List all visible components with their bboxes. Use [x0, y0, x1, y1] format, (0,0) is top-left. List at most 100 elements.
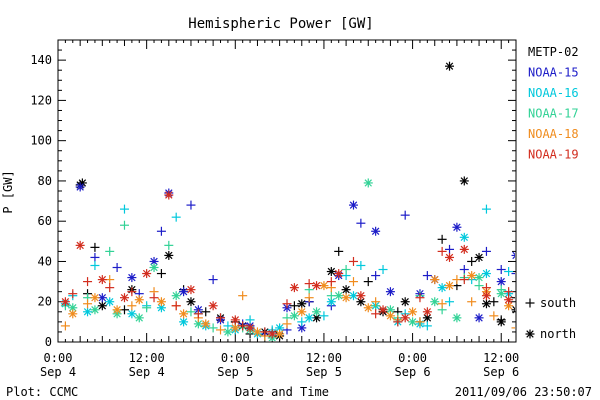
data-point-north — [134, 313, 144, 323]
data-point-north — [179, 309, 189, 319]
data-point-north — [75, 240, 85, 250]
data-point-north — [112, 305, 122, 315]
x-tick-date-label: Sep 6 — [395, 365, 431, 379]
data-point-north — [119, 293, 129, 303]
data-point-north — [385, 287, 395, 297]
data-point-north — [312, 281, 322, 291]
x-tick-time-label: 12:00 — [129, 351, 165, 365]
data-point-south — [526, 293, 535, 302]
y-tick-label: 80 — [38, 174, 52, 188]
data-point-north — [75, 182, 85, 192]
data-point-south — [356, 218, 366, 228]
data-point-north — [496, 289, 506, 299]
data-point-south — [348, 277, 358, 287]
data-point-south — [282, 299, 292, 309]
data-point-south — [511, 327, 515, 329]
data-point-north — [83, 307, 93, 317]
data-point-south — [119, 220, 129, 230]
data-point-south — [511, 297, 515, 299]
data-point-south — [216, 325, 226, 335]
data-point-north — [474, 252, 484, 262]
legend: METP-02 NOAA-15 NOAA-16 NOAA-17 NOAA-18 NOAA-… — [525, 45, 579, 341]
data-point-south — [504, 287, 514, 297]
y-axis-label: P [GW] — [1, 170, 15, 213]
data-point-north — [459, 244, 469, 254]
data-point-south — [519, 307, 528, 316]
data-point-south — [127, 287, 137, 297]
data-point-south — [238, 321, 248, 331]
data-point-south — [193, 309, 203, 319]
data-point-south — [489, 297, 499, 307]
x-tick-time-label: 0:00 — [221, 351, 250, 365]
x-tick-date-label: Sep 5 — [306, 365, 342, 379]
x-tick-date-label: Sep 4 — [129, 365, 165, 379]
data-point-south — [156, 269, 166, 279]
data-point-north — [474, 273, 484, 283]
data-point-south — [83, 299, 93, 309]
data-point-north — [459, 176, 469, 186]
data-point-north — [430, 297, 440, 307]
data-point-north — [105, 297, 115, 307]
data-point-south — [378, 265, 388, 275]
data-point-north — [156, 297, 166, 307]
data-point-south — [68, 289, 78, 299]
y-tick-label: 40 — [38, 254, 52, 268]
data-point-south — [201, 307, 211, 317]
data-point-south — [496, 265, 506, 275]
y-tick-label: 120 — [30, 93, 52, 107]
data-point-south — [445, 244, 455, 254]
data-point-north — [289, 311, 299, 321]
data-point-south — [208, 275, 218, 285]
data-point-south — [156, 226, 166, 236]
legend-entry: NOAA-16 — [528, 86, 579, 100]
data-point-north — [341, 293, 351, 303]
data-point-north — [445, 281, 455, 291]
data-point-north — [526, 297, 535, 306]
data-point-north — [341, 285, 351, 295]
data-point-north — [363, 303, 373, 313]
marker-legend-label: south — [540, 296, 576, 310]
data-points — [60, 61, 557, 341]
data-point-north — [548, 313, 557, 322]
x-tick-time-label: 0:00 — [398, 351, 427, 365]
data-point-north — [208, 301, 218, 311]
data-point-south — [83, 277, 93, 287]
chart-title: Hemispheric Power [GW] — [188, 16, 373, 32]
legend-entry: NOAA-15 — [528, 66, 579, 80]
data-point-south — [437, 234, 447, 244]
data-point-north — [526, 269, 535, 278]
data-point-north — [481, 269, 491, 279]
data-point-south — [415, 317, 425, 327]
x-tick-time-label: 0:00 — [44, 351, 73, 365]
data-point-north — [452, 313, 462, 323]
x-tick-date-label: Sep 6 — [483, 365, 519, 379]
data-point-south — [334, 246, 344, 256]
data-point-north — [445, 252, 455, 262]
data-point-north — [408, 307, 418, 317]
data-point-south — [445, 297, 455, 307]
x-tick-date-label: Sep 5 — [217, 365, 253, 379]
data-point-south — [541, 317, 550, 326]
data-point-north — [356, 297, 366, 307]
y-tick-label: 20 — [38, 295, 52, 309]
data-point-north — [90, 305, 100, 315]
y-tick-label: 140 — [30, 53, 52, 67]
data-point-south — [519, 297, 528, 306]
data-point-south — [363, 277, 373, 287]
data-point-north — [504, 295, 514, 305]
data-point-south — [105, 283, 115, 293]
data-point-south — [119, 204, 129, 214]
data-point-north — [223, 327, 233, 337]
data-point-north — [186, 285, 196, 295]
data-point-south — [356, 260, 366, 270]
data-point-north — [459, 232, 469, 242]
data-point-south — [467, 297, 477, 307]
data-point-south — [511, 272, 515, 275]
data-point-north — [97, 293, 107, 303]
data-point-north — [496, 317, 506, 327]
data-point-north — [186, 297, 196, 307]
data-point-north — [334, 291, 344, 301]
data-point-south — [504, 267, 514, 277]
data-point-south — [348, 256, 358, 266]
data-point-south — [171, 301, 181, 311]
